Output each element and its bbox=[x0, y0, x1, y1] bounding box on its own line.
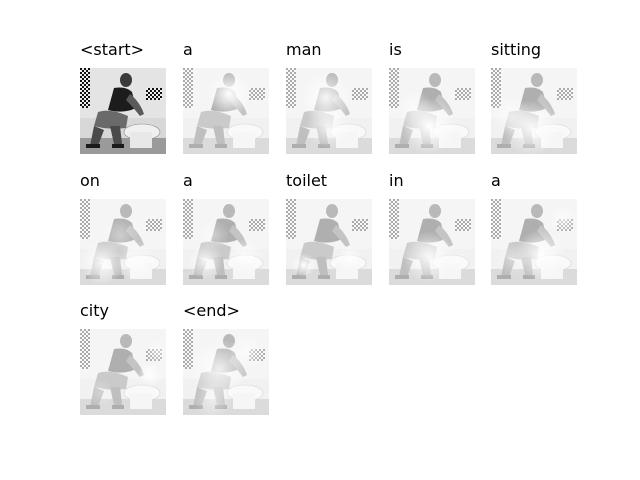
word-label: sitting bbox=[491, 40, 542, 59]
attention-image bbox=[183, 329, 269, 415]
attention-highlight bbox=[549, 205, 577, 233]
word-cell: <end> bbox=[183, 301, 271, 421]
word-cell: a bbox=[491, 171, 579, 291]
attention-image bbox=[491, 68, 577, 154]
word-cell: a bbox=[183, 171, 271, 291]
attention-highlight bbox=[146, 339, 166, 363]
attention-image bbox=[183, 68, 269, 154]
word-cell: city bbox=[80, 301, 168, 421]
word-label: is bbox=[389, 40, 402, 59]
attention-image bbox=[286, 68, 372, 154]
word-label: toilet bbox=[286, 171, 328, 190]
word-cell: a bbox=[183, 40, 271, 160]
word-label: a bbox=[183, 171, 193, 190]
word-label: <end> bbox=[183, 301, 240, 320]
word-cell: toilet bbox=[286, 171, 374, 291]
attention-highlight bbox=[397, 90, 433, 126]
attention-highlight bbox=[227, 239, 263, 275]
word-label: in bbox=[389, 171, 404, 190]
attention-highlight bbox=[229, 333, 265, 369]
word-label: on bbox=[80, 171, 100, 190]
word-label: a bbox=[183, 40, 193, 59]
word-cell: <start> bbox=[80, 40, 168, 160]
word-cell: sitting bbox=[491, 40, 579, 160]
attention-image bbox=[183, 199, 269, 285]
word-cell: man bbox=[286, 40, 374, 160]
word-label: man bbox=[286, 40, 322, 59]
attention-highlight bbox=[197, 219, 229, 251]
attention-highlight bbox=[80, 241, 124, 285]
attention-highlight bbox=[138, 363, 162, 387]
attention-highlight bbox=[86, 379, 114, 407]
word-cell: is bbox=[389, 40, 477, 160]
attention-highlight bbox=[403, 231, 455, 283]
attention-highlight bbox=[491, 96, 531, 136]
attention-highlight bbox=[447, 249, 471, 273]
word-label: a bbox=[491, 171, 501, 190]
word-label: city bbox=[80, 301, 109, 320]
attention-highlight bbox=[207, 72, 251, 116]
word-cell: in bbox=[389, 171, 477, 291]
attention-highlight bbox=[102, 217, 138, 253]
attention-highlight bbox=[497, 243, 529, 275]
attention-highlight bbox=[292, 253, 316, 277]
attention-image bbox=[389, 199, 475, 285]
attention-image bbox=[389, 68, 475, 154]
attention-image bbox=[491, 199, 577, 285]
word-label: <start> bbox=[80, 40, 145, 59]
attention-highlight bbox=[193, 379, 233, 415]
attention-highlight bbox=[336, 245, 364, 273]
attention-highlight bbox=[515, 229, 567, 281]
attention-highlight bbox=[306, 104, 350, 148]
attention-image bbox=[286, 199, 372, 285]
word-cell: on bbox=[80, 171, 168, 291]
attention-image bbox=[80, 329, 166, 415]
attention-highlight bbox=[187, 243, 223, 279]
attention-image bbox=[80, 68, 166, 154]
attention-image bbox=[80, 199, 166, 285]
